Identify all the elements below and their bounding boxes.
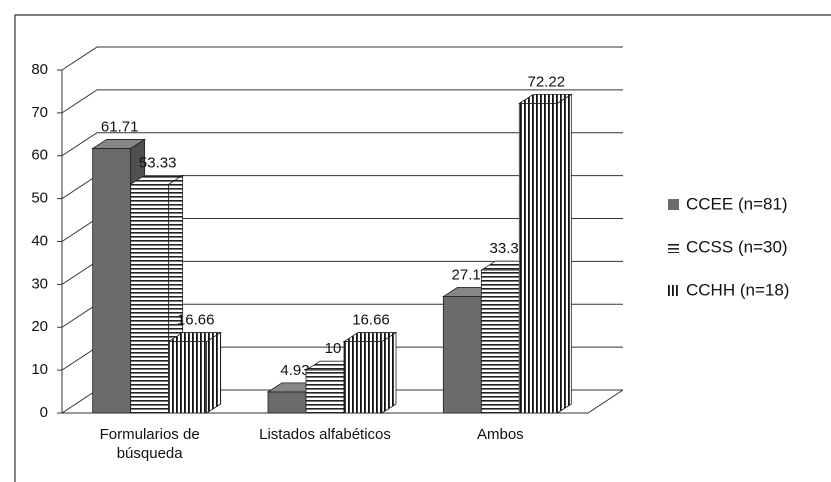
x-tick-label: Ambos — [476, 426, 524, 443]
bar-front — [442, 296, 482, 414]
grid-line — [61, 46, 623, 71]
legend-label: CCSS (n=30) — [686, 237, 788, 256]
value-label: 72.22 — [528, 73, 566, 90]
legend-swatch — [668, 199, 679, 210]
y-tick-label: 40 — [31, 232, 48, 249]
legend-label: CCHH (n=18) — [686, 280, 789, 299]
value-label: 27.16 — [452, 267, 490, 284]
bar-front — [480, 269, 520, 414]
y-tick-label: 0 — [40, 404, 48, 421]
bar-front — [168, 341, 208, 414]
value-label: 53.33 — [139, 154, 177, 171]
grid-line — [61, 89, 623, 114]
y-tick-label: 70 — [31, 104, 48, 121]
bar-side — [206, 331, 222, 414]
bar-front — [343, 341, 383, 414]
y-tick-label: 20 — [31, 318, 48, 335]
bar-side — [556, 93, 572, 414]
grid-line — [61, 132, 623, 157]
y-tick-label: 30 — [31, 275, 48, 292]
y-tick-label: 60 — [31, 147, 48, 164]
value-label: 4.93 — [280, 362, 309, 379]
x-tick-label: Listados alfabéticos — [259, 426, 391, 443]
bar-front — [92, 148, 132, 414]
value-label: 16.66 — [352, 312, 390, 329]
y-tick-label: 10 — [31, 361, 48, 378]
value-label: 16.66 — [177, 312, 215, 329]
value-label: 61.71 — [101, 118, 139, 135]
bar-front — [305, 369, 345, 414]
legend-swatch — [668, 285, 679, 296]
value-label: 33.33 — [490, 240, 528, 257]
legend-label: CCEE (n=81) — [686, 194, 788, 213]
y-tick-label: 50 — [31, 190, 48, 207]
y-tick-label: 80 — [31, 61, 48, 78]
value-label: 10 — [325, 340, 342, 357]
frame — [14, 14, 831, 482]
bar-front — [130, 183, 170, 414]
bar-front — [518, 102, 558, 414]
legend-swatch — [668, 242, 679, 253]
bar-side — [381, 331, 397, 414]
floor-edge — [62, 389, 624, 414]
bar-front — [267, 391, 307, 414]
x-tick-label: Formularios de búsqueda — [99, 426, 200, 462]
